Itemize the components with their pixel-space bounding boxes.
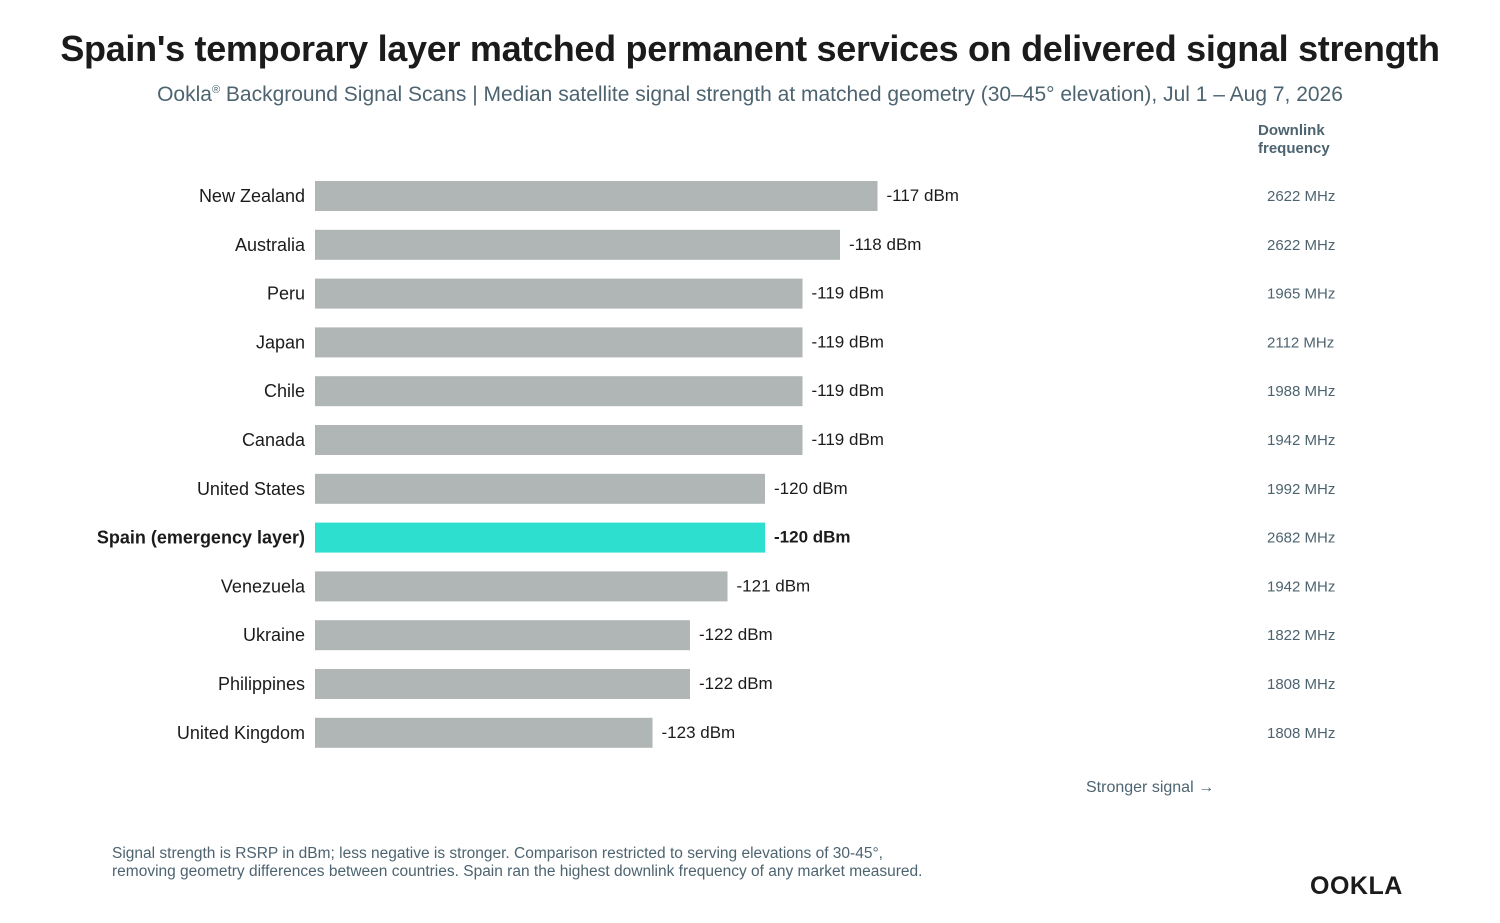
category-label: Australia bbox=[235, 235, 306, 255]
footnote-line-1: Signal strength is RSRP in dBm; less neg… bbox=[112, 845, 883, 862]
value-label: -122 dBm bbox=[699, 625, 773, 644]
bar bbox=[315, 229, 840, 260]
bar bbox=[315, 473, 765, 504]
subtitle-text: Background Signal Scans | Median satelli… bbox=[220, 83, 1343, 106]
frequency-label: 2622 MHz bbox=[1267, 237, 1335, 254]
category-label: Chile bbox=[264, 381, 305, 401]
frequency-label: 2112 MHz bbox=[1267, 334, 1334, 351]
value-label: -123 dBm bbox=[662, 723, 736, 742]
bar bbox=[315, 327, 803, 358]
category-label: Ukraine bbox=[243, 625, 305, 645]
bar bbox=[315, 620, 690, 651]
frequency-label: 1992 MHz bbox=[1267, 481, 1335, 498]
category-label: United States bbox=[197, 479, 305, 499]
value-label: -121 dBm bbox=[737, 576, 811, 595]
value-label: -120 dBm bbox=[774, 479, 848, 498]
frequency-label: 1808 MHz bbox=[1267, 725, 1335, 742]
frequency-label: 2682 MHz bbox=[1267, 530, 1335, 547]
footnote: Signal strength is RSRP in dBm; less neg… bbox=[112, 845, 1012, 881]
value-label: -120 dBm bbox=[774, 528, 851, 547]
bar bbox=[315, 669, 690, 699]
stronger-signal-note: Stronger signal → bbox=[1086, 779, 1215, 796]
subtitle-brand: Ookla bbox=[157, 83, 212, 106]
category-label: Venezuela bbox=[221, 576, 306, 596]
chart-subtitle: Ookla® Background Signal Scans | Median … bbox=[0, 83, 1500, 107]
category-label: Peru bbox=[267, 284, 305, 304]
chart-title: Spain's temporary layer matched permanen… bbox=[60, 28, 1440, 69]
value-label: -117 dBm bbox=[887, 186, 959, 205]
value-label: -122 dBm bbox=[699, 674, 773, 693]
frequency-label: 1988 MHz bbox=[1267, 383, 1335, 400]
category-label: Philippines bbox=[218, 674, 305, 694]
frequency-label: 1822 MHz bbox=[1267, 627, 1335, 644]
frequency-label: 1942 MHz bbox=[1267, 432, 1335, 449]
frequency-label: 1942 MHz bbox=[1267, 578, 1335, 595]
value-label: -119 dBm bbox=[812, 332, 884, 351]
bar bbox=[315, 278, 803, 309]
bar bbox=[315, 425, 803, 455]
bar-highlight bbox=[315, 522, 765, 553]
frequency-column-header: Downlink frequency bbox=[1258, 122, 1330, 157]
category-label: United Kingdom bbox=[177, 723, 305, 743]
frequency-label: 1808 MHz bbox=[1267, 676, 1335, 693]
footnote-line-2: removing geometry differences between co… bbox=[112, 863, 923, 880]
ookla-logo: OOKLA bbox=[1310, 872, 1403, 900]
bar bbox=[315, 376, 803, 407]
value-label: -119 dBm bbox=[812, 381, 884, 400]
value-label: -119 dBm bbox=[812, 430, 884, 449]
frequency-label: 1965 MHz bbox=[1267, 286, 1335, 303]
value-label: -118 dBm bbox=[849, 235, 921, 254]
bar bbox=[315, 181, 878, 211]
bar bbox=[315, 717, 653, 748]
category-label: Spain (emergency layer) bbox=[97, 528, 305, 548]
value-label: -119 dBm bbox=[812, 284, 884, 303]
bar bbox=[315, 571, 728, 602]
frequency-label: 2622 MHz bbox=[1267, 188, 1335, 205]
category-label: Canada bbox=[242, 430, 306, 450]
category-label: New Zealand bbox=[199, 186, 305, 206]
registered-mark: ® bbox=[211, 84, 221, 96]
category-label: Japan bbox=[256, 332, 305, 352]
